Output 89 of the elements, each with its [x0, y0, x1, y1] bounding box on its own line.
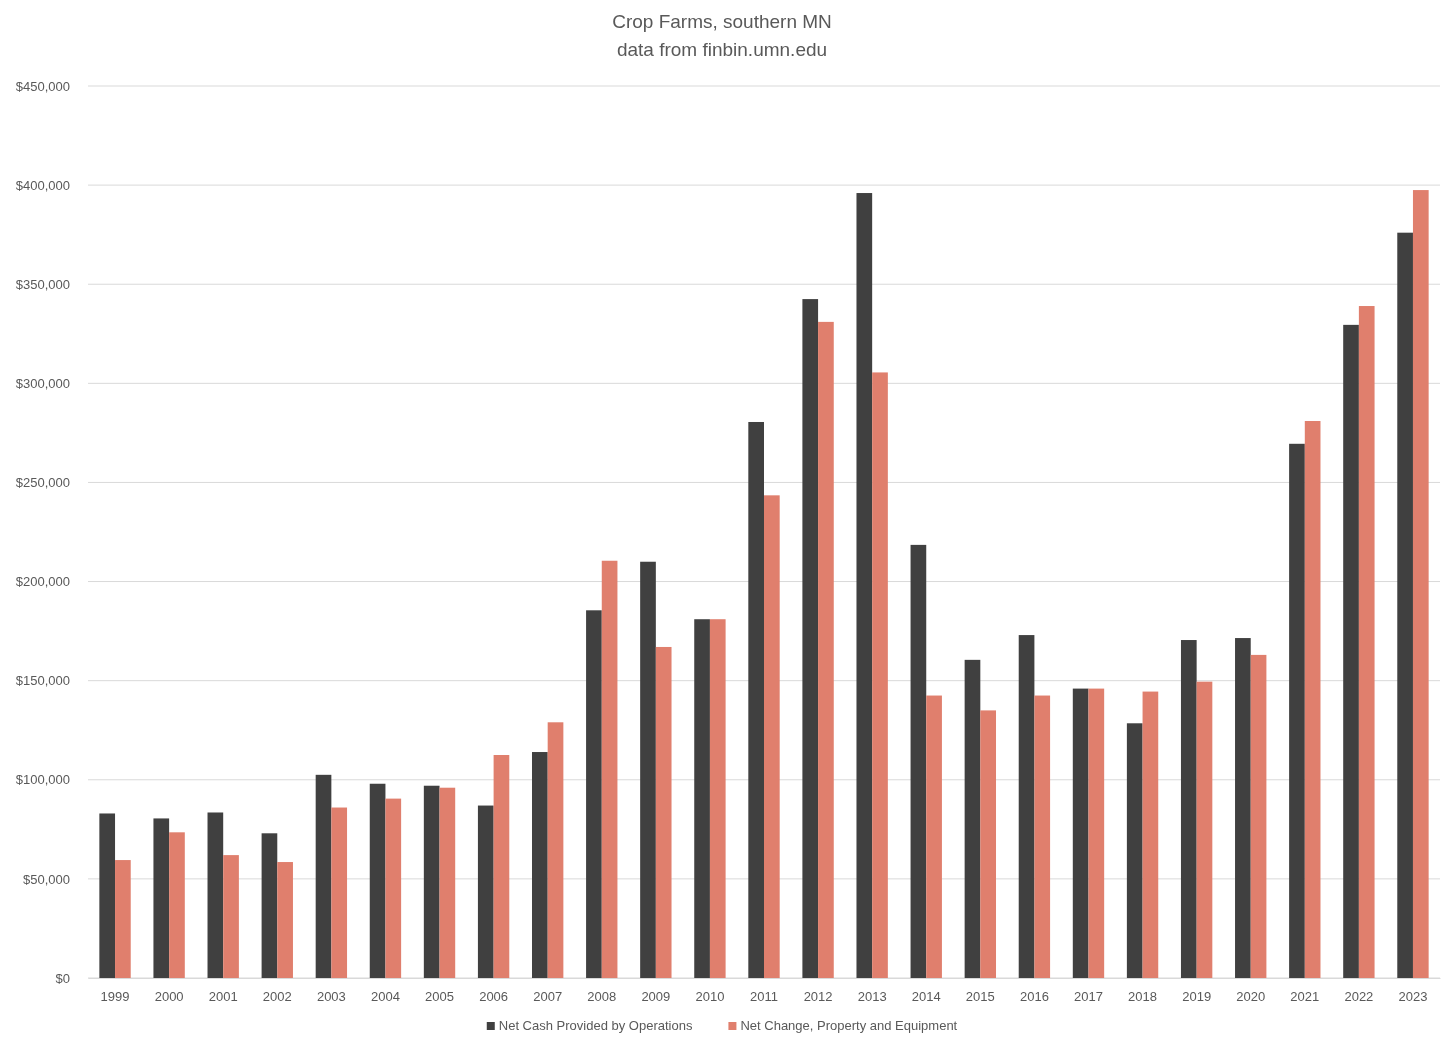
x-tick-label: 2018: [1128, 989, 1158, 1005]
x-tick-label: 2015: [965, 989, 995, 1005]
x-tick-label: 2003: [316, 989, 346, 1005]
bar: [1142, 691, 1159, 978]
bar: [1358, 306, 1375, 978]
bar: [532, 752, 548, 978]
x-tick-label: 2021: [1290, 989, 1320, 1005]
bar: [709, 619, 726, 978]
x-tick-label: 2010: [695, 989, 725, 1005]
y-tick-label: $50,000: [23, 871, 70, 887]
x-tick-label: 2007: [533, 989, 563, 1005]
bar: [277, 862, 293, 978]
bar: [586, 610, 602, 978]
bar: [1289, 443, 1305, 978]
bar: [1034, 695, 1051, 978]
bar: [423, 785, 440, 978]
bar: [1250, 654, 1267, 978]
bar: [964, 659, 981, 978]
x-tick-label: 2013: [857, 989, 887, 1005]
legend-label: Net Cash Provided by Operations: [498, 1018, 693, 1033]
bar: [315, 774, 332, 978]
x-tick-label: 2011: [750, 989, 778, 1005]
x-tick-label: 2017: [1074, 989, 1103, 1005]
bar: [926, 695, 942, 978]
x-tick-label: 2008: [587, 989, 617, 1005]
y-tick-label: $0: [55, 970, 70, 986]
bar: [910, 544, 927, 978]
x-tick-label: 2006: [479, 989, 509, 1005]
bar: [369, 783, 386, 978]
bar: [1397, 232, 1413, 978]
x-tick-label: 2012: [803, 989, 833, 1005]
chart-subtitle: data from finbin.umn.edu: [616, 39, 828, 60]
x-tick-label: 2014: [911, 989, 941, 1005]
x-tick-label: 2016: [1019, 989, 1049, 1005]
bar: [547, 722, 564, 978]
bar: [655, 646, 672, 978]
x-tick-label: 2009: [641, 989, 671, 1005]
x-tick-label: 2002: [262, 989, 292, 1005]
legend-label: Net Change, Property and Equipment: [740, 1018, 958, 1033]
y-tick-label: $350,000: [15, 276, 70, 292]
y-tick-label: $250,000: [15, 475, 70, 491]
bar: [1235, 638, 1251, 978]
x-tick-label: 2005: [425, 989, 454, 1005]
chart-title: Crop Farms, southern MN: [612, 11, 832, 32]
bar: [1180, 640, 1197, 978]
x-tick-label: 1999: [100, 989, 130, 1005]
x-tick-label: 2022: [1344, 989, 1374, 1005]
bar: [1412, 190, 1429, 978]
bar: [153, 818, 170, 978]
x-tick-label: 2000: [154, 989, 184, 1005]
y-tick-label: $300,000: [15, 375, 70, 391]
bar: [764, 495, 780, 978]
bar: [1072, 688, 1089, 978]
bar: [207, 812, 224, 978]
x-tick-label: 2020: [1236, 989, 1266, 1005]
y-tick-label: $450,000: [15, 78, 70, 94]
bar: [694, 619, 710, 978]
bar: [99, 813, 116, 978]
bar: [872, 372, 888, 978]
x-tick-label: 2001: [208, 989, 238, 1005]
x-tick-label: 2019: [1182, 989, 1212, 1005]
bar: [818, 321, 834, 978]
x-tick-label: 2004: [370, 989, 400, 1005]
bar: [493, 755, 510, 978]
bar: [1343, 324, 1359, 978]
bar: [856, 193, 873, 978]
bar: [223, 855, 239, 978]
bar: [640, 561, 656, 978]
bar: [261, 833, 278, 978]
y-tick-label: $150,000: [15, 673, 70, 689]
y-tick-label: $200,000: [15, 574, 70, 590]
bar: [477, 805, 494, 978]
bar: [1088, 688, 1105, 978]
bar: [1196, 681, 1213, 978]
bar: [331, 807, 348, 978]
bar: [439, 787, 456, 978]
bar: [385, 798, 402, 978]
bar: [1018, 635, 1035, 978]
y-tick-label: $100,000: [15, 772, 70, 788]
bar: [601, 560, 618, 978]
bar: [980, 710, 996, 978]
bar: [1126, 723, 1143, 978]
y-tick-label: $400,000: [15, 177, 70, 193]
bar: [1304, 421, 1321, 978]
x-tick-label: 2023: [1398, 989, 1428, 1005]
bar: [802, 299, 819, 978]
bar: [169, 832, 185, 978]
bar: [115, 860, 131, 978]
bar: [748, 421, 764, 978]
